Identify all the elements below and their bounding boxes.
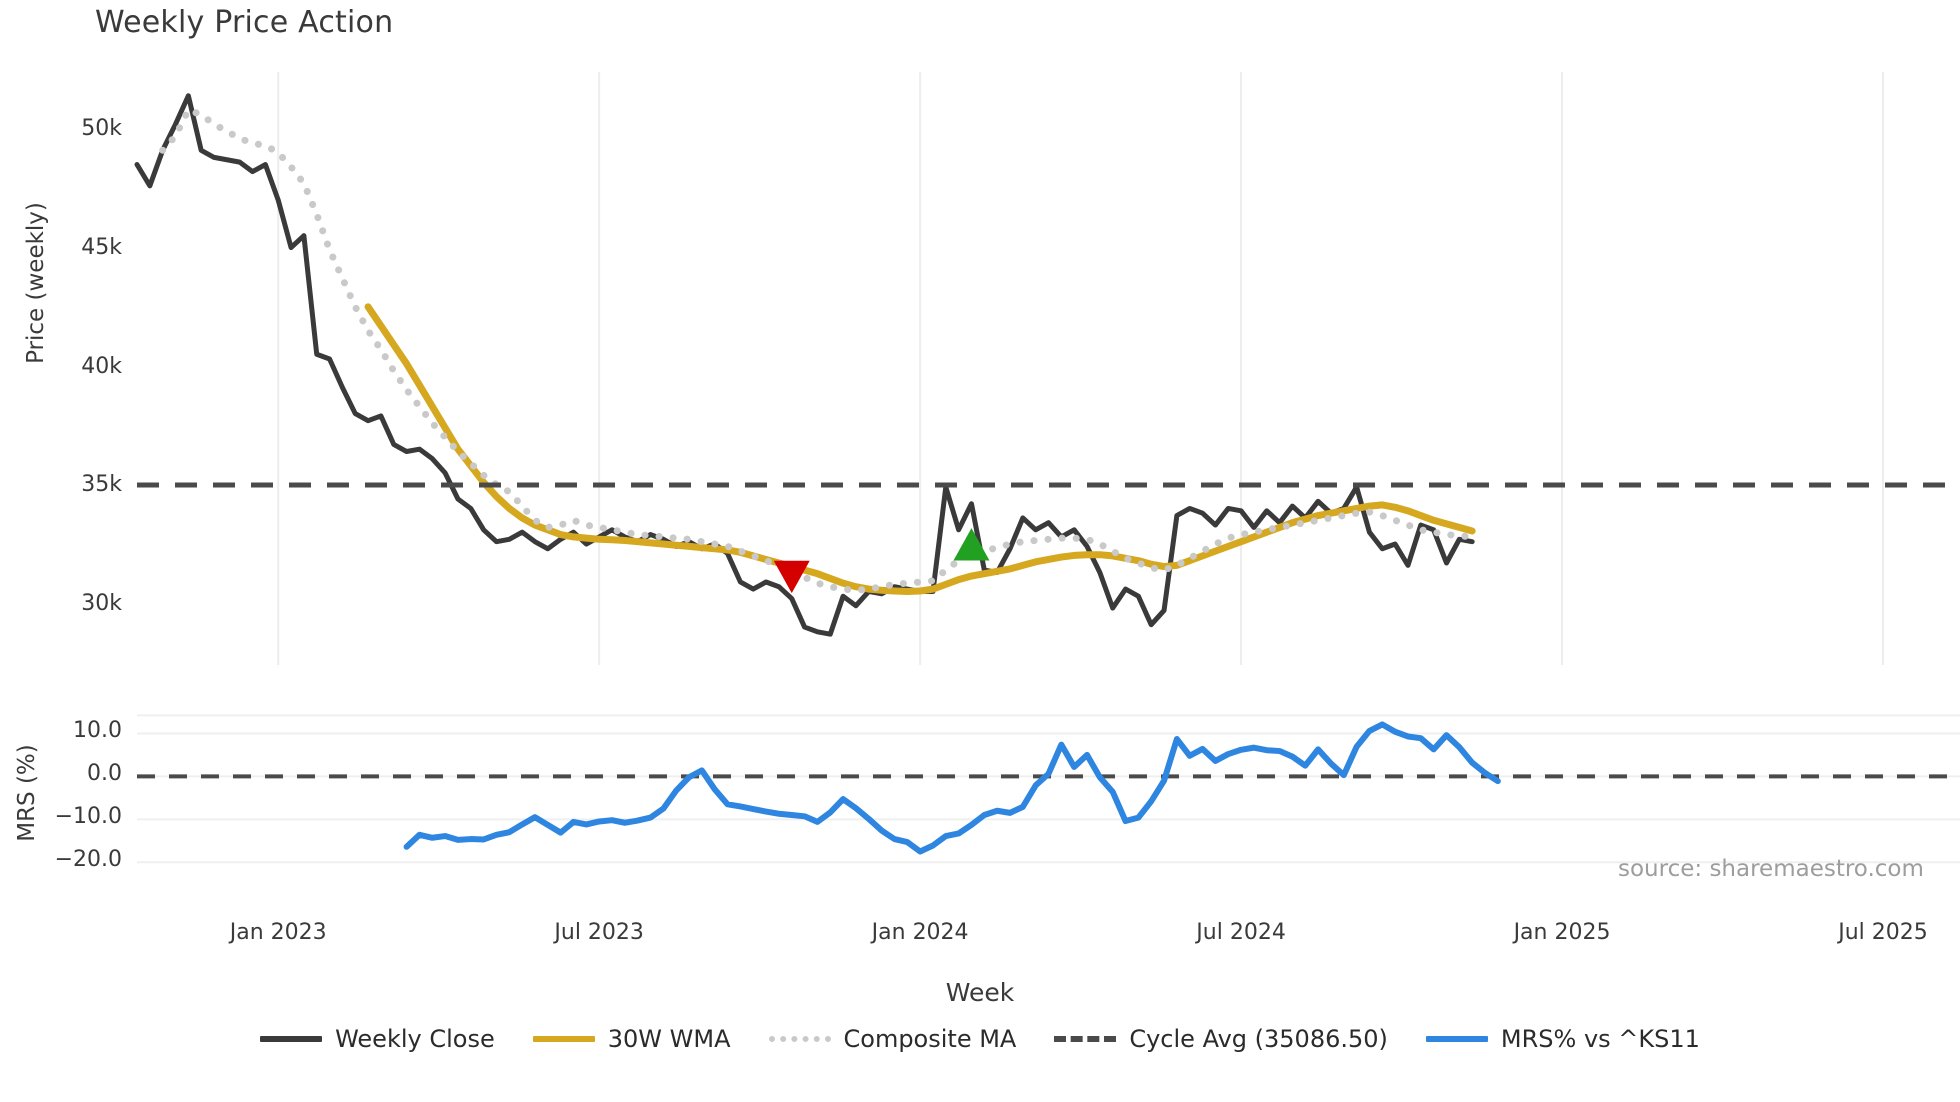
mrs-y-tick-0: 10.0 <box>73 718 122 744</box>
series-line-weekly-close <box>134 93 1475 637</box>
x-tick-5: Jul 2025 <box>1838 920 1928 945</box>
legend-swatch-1 <box>532 1036 595 1042</box>
series-line-composite-ma <box>159 106 1476 594</box>
legend-item-mrs-vs-ks11[interactable]: MRS% vs ^KS11 <box>1425 1025 1700 1053</box>
buy-marker <box>953 528 990 561</box>
legend-item-cycle-avg-35086-50[interactable]: Cycle Avg (35086.50) <box>1054 1025 1388 1053</box>
legend-item-weekly-close[interactable]: Weekly Close <box>260 1025 495 1053</box>
x-axis-label: Week <box>945 978 1015 1007</box>
mrs-y-tick-2: −10.0 <box>54 804 122 830</box>
x-tick-0: Jan 2023 <box>229 920 327 945</box>
x-tick-2: Jan 2024 <box>871 920 969 945</box>
legend-swatch-4 <box>1425 1036 1488 1042</box>
legend-label-3: Cycle Avg (35086.50) <box>1129 1025 1388 1053</box>
legend-item-composite-ma[interactable]: Composite MA <box>768 1025 1017 1053</box>
source-watermark: source: sharemaestro.com <box>1618 856 1924 882</box>
legend-label-4: MRS% vs ^KS11 <box>1500 1025 1700 1053</box>
legend-swatch-2 <box>768 1036 831 1042</box>
price-y-tick-0: 50k <box>81 116 122 142</box>
price-y-tick-2: 40k <box>81 353 122 379</box>
legend-item-30w-wma[interactable]: 30W WMA <box>532 1025 731 1053</box>
price-y-tick-4: 30k <box>81 590 122 616</box>
chart-title: Weekly Price Action <box>95 5 394 40</box>
legend-label-1: 30W WMA <box>607 1025 731 1053</box>
legend-label-0: Weekly Close <box>335 1025 495 1053</box>
legend-swatch-3 <box>1054 1036 1117 1042</box>
mrs-y-tick-1: 0.0 <box>87 761 122 787</box>
x-tick-3: Jul 2024 <box>1196 920 1286 945</box>
series-line-mrs <box>403 721 1501 855</box>
legend-swatch-0 <box>260 1036 323 1042</box>
mrs-y-tick-3: −20.0 <box>54 847 122 873</box>
x-tick-4: Jan 2025 <box>1513 920 1611 945</box>
legend-label-2: Composite MA <box>843 1025 1017 1053</box>
x-tick-1: Jul 2023 <box>554 920 644 945</box>
price-y-tick-1: 45k <box>81 234 122 260</box>
price-y-tick-3: 35k <box>81 472 122 498</box>
chart-legend: Weekly Close 30W WMA Composite MA Cycle Avg… <box>0 1025 1960 1053</box>
sell-marker <box>773 560 810 594</box>
